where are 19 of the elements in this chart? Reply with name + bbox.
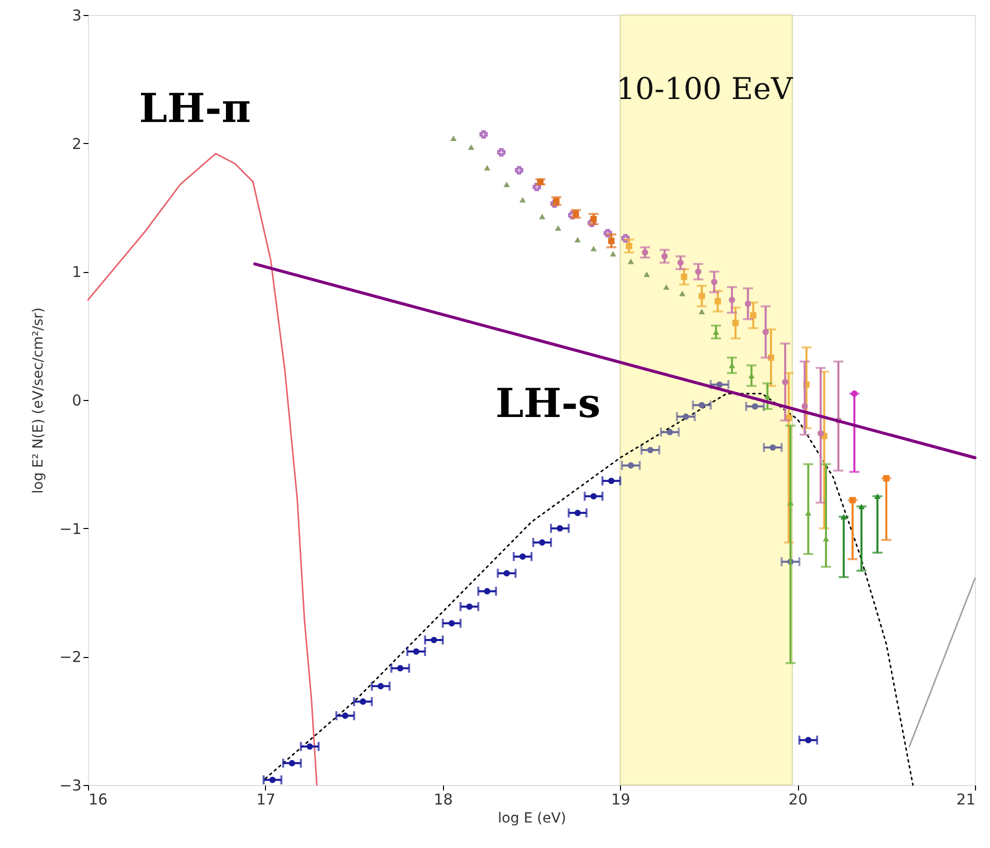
band-label: 10-100 EeV	[616, 72, 794, 107]
x-tick-label: 17	[256, 790, 276, 808]
x-tick-label: 21	[956, 790, 976, 808]
line-series	[87, 152, 318, 786]
y-tick-label: 0	[72, 392, 82, 410]
annotation: LH-π	[139, 85, 251, 132]
y-tick-label: 3	[72, 6, 82, 24]
x-tick-label: 19	[611, 790, 630, 808]
y-tick-label: 1	[72, 263, 82, 282]
y-tick-label: 2	[72, 134, 82, 153]
x-tick-label: 18	[434, 790, 453, 808]
annotation: LH-s	[495, 380, 601, 427]
y-axis-title: log E² N(E) (eV/sec/cm²/sr)	[30, 307, 46, 494]
x-tick-label: 16	[88, 790, 108, 808]
x-axis-title: log E (eV)	[498, 810, 566, 826]
y-tick-label: −2	[59, 648, 82, 666]
x-tick-label: 20	[788, 790, 808, 808]
y-tick-label: −3	[59, 776, 82, 794]
y-tick-label: −1	[59, 520, 82, 538]
